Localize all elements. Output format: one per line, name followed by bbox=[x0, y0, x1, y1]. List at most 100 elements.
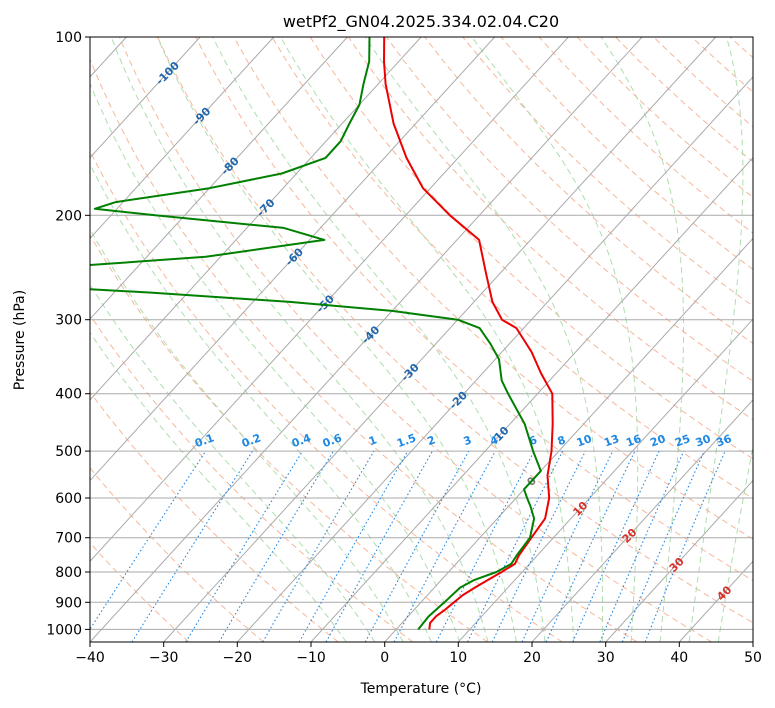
y-tick-label: 500 bbox=[55, 444, 82, 460]
isotherm-gridline bbox=[163, 37, 717, 642]
mixing-ratio-line bbox=[599, 450, 685, 642]
x-tick-label: 10 bbox=[449, 650, 467, 666]
isotherm-gridline bbox=[90, 37, 496, 482]
moist-adiabat-line bbox=[212, 37, 546, 642]
isotherm-gridline bbox=[310, 156, 753, 642]
y-tick-label: 1000 bbox=[46, 622, 82, 638]
x-tick-label: 30 bbox=[597, 650, 615, 666]
dry-adiabat-line bbox=[271, 37, 753, 500]
moist-adiabat-line bbox=[156, 37, 517, 642]
mixing-ratio-label: 2 bbox=[425, 433, 437, 448]
mixing-ratio-labels: 0.1 0.2 0.4 0.6 1 1.5 2 3 4 6 8 10 13 16 20 25 30 36 bbox=[193, 431, 734, 450]
y-tick-label: 200 bbox=[55, 208, 82, 224]
mixing-ratio-label: 1.5 bbox=[395, 431, 418, 450]
mixing-ratio-label: 0.4 bbox=[290, 431, 313, 450]
x-tick-label: 20 bbox=[523, 650, 541, 666]
mixing-ratio-line bbox=[467, 450, 564, 642]
x-tick-label: 0 bbox=[380, 650, 389, 666]
mixing-ratio-label: 10 bbox=[575, 432, 594, 450]
moist-adiabat-line bbox=[90, 228, 404, 642]
moist-adiabat-line bbox=[688, 37, 744, 642]
y-axis-title: Pressure (hPa) bbox=[12, 290, 28, 390]
mixing-ratio-label: 6 bbox=[527, 433, 539, 448]
y-tick-label: 100 bbox=[55, 30, 82, 46]
x-tick-label: −30 bbox=[149, 650, 179, 666]
moist-adiabat-line bbox=[110, 37, 489, 642]
isotherm-gridline bbox=[90, 37, 348, 320]
dry-adiabat-line bbox=[386, 37, 753, 382]
plot-background bbox=[90, 37, 753, 642]
x-tick-label: 40 bbox=[670, 650, 688, 666]
isotherm-gridline bbox=[90, 37, 569, 562]
moist-adiabat-line bbox=[471, 37, 639, 642]
y-axis: 1000 900 800 700 600 500 400 300 200 100 bbox=[46, 30, 90, 638]
mixing-ratio-line bbox=[621, 450, 705, 642]
mixing-ratio-line bbox=[90, 450, 207, 631]
mixing-ratio-label: 25 bbox=[673, 432, 692, 449]
y-tick-label: 600 bbox=[55, 491, 82, 507]
y-tick-label: 800 bbox=[55, 565, 82, 581]
isotherm-gridline bbox=[531, 399, 753, 642]
moist-adiabat-line bbox=[600, 37, 684, 642]
mixing-ratio-label: 0.6 bbox=[321, 431, 344, 450]
dry-adiabat-line bbox=[768, 37, 775, 642]
mixing-ratio-label: 0.2 bbox=[240, 431, 263, 450]
isotherm-gridline bbox=[90, 37, 201, 159]
dry-adiabat-line bbox=[195, 37, 753, 582]
y-tick-label: 900 bbox=[55, 595, 82, 611]
dry-adiabat-line bbox=[90, 58, 638, 642]
sounding-lines: TemperatureDewpoint bbox=[90, 37, 554, 631]
isotherm-gridline bbox=[752, 641, 753, 642]
mixing-ratio-label: 13 bbox=[602, 432, 621, 449]
isotherm-gridline bbox=[90, 37, 275, 240]
dry-adiabat-line bbox=[90, 149, 563, 642]
mixing-ratio-label: 8 bbox=[556, 433, 568, 448]
mixing-ratio-label: 1 bbox=[367, 433, 379, 448]
mixing-ratio-label: 3 bbox=[462, 433, 474, 448]
moist-adiabat-line bbox=[364, 37, 603, 642]
mixing-ratio-label: 4 bbox=[488, 433, 500, 448]
x-tick-label: −10 bbox=[296, 650, 326, 666]
mixing-ratio-line bbox=[325, 450, 433, 642]
dry-adiabat-line bbox=[90, 234, 488, 642]
mixing-ratio-line bbox=[364, 450, 470, 642]
isotherm-gridline bbox=[236, 76, 753, 642]
moist-adiabat-line bbox=[90, 82, 461, 642]
mixing-ratio-label: 30 bbox=[694, 432, 713, 450]
isotherm-gridline bbox=[457, 318, 753, 642]
dry-adiabat-line bbox=[90, 542, 190, 642]
chart-title: wetPf2_GN04.2025.334.02.04.C20 bbox=[283, 12, 559, 32]
moist-adiabat-line bbox=[90, 283, 376, 642]
mixing-ratio-line bbox=[131, 450, 254, 642]
temperature-line: Temperature bbox=[383, 37, 554, 630]
isotherm-gridline bbox=[384, 237, 753, 642]
moist-adiabat-line bbox=[90, 331, 347, 642]
dry-adiabat-line bbox=[347, 37, 753, 421]
isotherm-gridline bbox=[90, 37, 643, 642]
x-tick-label: −40 bbox=[75, 650, 105, 666]
mixing-ratio-label: 16 bbox=[624, 432, 643, 450]
mixing-ratio-line bbox=[572, 450, 660, 642]
y-tick-label: 400 bbox=[55, 387, 82, 403]
mixing-ratio-line bbox=[393, 450, 496, 642]
isotherm-gridline bbox=[605, 479, 753, 642]
moist-adiabat-line bbox=[280, 37, 575, 642]
moist-adiabat-line bbox=[90, 163, 432, 642]
y-tick-label: 700 bbox=[55, 531, 82, 547]
moist-adiabat-line bbox=[717, 444, 753, 642]
isotherm-gridline bbox=[90, 37, 422, 401]
mixing-ratio-label: 0.1 bbox=[193, 431, 216, 450]
mixing-ratio-line bbox=[185, 450, 304, 642]
x-axis: −40 −30 −20 −10 0 10 20 30 40 50 bbox=[75, 642, 762, 666]
dry-adiabat-line bbox=[309, 37, 753, 460]
mixing-ratio-label: 20 bbox=[648, 432, 667, 450]
dry-adiabat-line bbox=[118, 37, 712, 642]
y-tick-label: 300 bbox=[55, 313, 82, 329]
dry-adiabat-line bbox=[90, 467, 264, 642]
mixing-ratio-line bbox=[644, 450, 726, 642]
x-axis-title: Temperature (°C) bbox=[360, 681, 482, 697]
x-tick-label: −20 bbox=[223, 650, 253, 666]
x-tick-label: 50 bbox=[744, 650, 762, 666]
dewpoint-line: Dewpoint bbox=[90, 37, 542, 631]
